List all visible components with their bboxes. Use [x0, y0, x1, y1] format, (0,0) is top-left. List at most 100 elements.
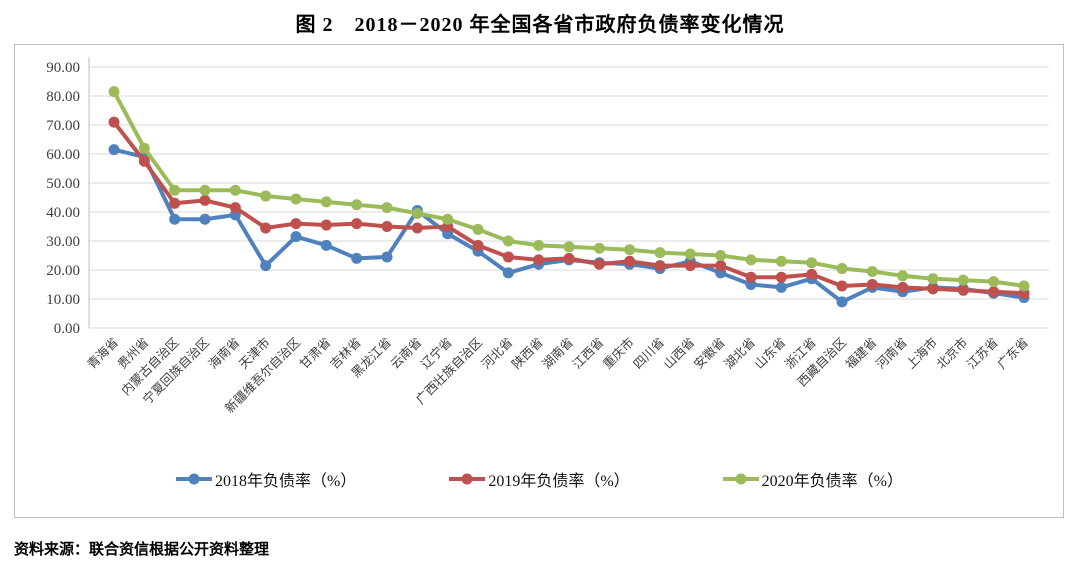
data-point [411, 222, 423, 234]
data-point [927, 283, 939, 295]
data-point [260, 222, 272, 234]
svg-text:河南省: 河南省 [873, 335, 910, 372]
legend-item-2018: 2018年负债率（%） [175, 467, 356, 491]
data-point [320, 196, 332, 208]
data-point [320, 219, 332, 231]
data-point [593, 258, 605, 270]
x-axis-category-labels: 青海省贵州省内蒙古自治区宁夏回族自治区海南省天津市新疆维吾尔自治区甘肃省吉林省黑… [84, 335, 1031, 416]
data-point [988, 286, 1000, 298]
data-point [199, 184, 211, 196]
data-point [715, 250, 727, 261]
data-point [927, 273, 939, 285]
data-point [442, 213, 454, 225]
series-2020年负债率（%） [108, 86, 1030, 292]
svg-text:北京市: 北京市 [933, 335, 970, 372]
series-2018年负债率（%） [108, 144, 1030, 308]
svg-text:70.00: 70.00 [46, 118, 80, 134]
data-point [897, 270, 909, 282]
svg-text:福建省: 福建省 [842, 335, 879, 372]
data-point [684, 260, 696, 272]
legend-line-marker-icon [449, 473, 486, 485]
data-point [624, 244, 636, 256]
data-point [836, 280, 848, 292]
data-point [290, 218, 302, 230]
data-point [836, 263, 848, 275]
data-point [715, 260, 727, 272]
svg-text:20.00: 20.00 [46, 263, 80, 279]
data-point [108, 116, 120, 128]
data-point [654, 260, 666, 272]
data-point [866, 279, 878, 290]
svg-text:30.00: 30.00 [46, 234, 80, 250]
data-point [199, 194, 211, 206]
svg-text:湖北省: 湖北省 [721, 335, 758, 372]
data-point [169, 197, 181, 209]
data-point [775, 271, 787, 283]
svg-text:50.00: 50.00 [46, 176, 80, 192]
data-point [897, 281, 909, 293]
data-point [745, 254, 757, 266]
data-point [593, 242, 605, 254]
svg-text:0.00: 0.00 [54, 321, 80, 337]
data-point [866, 265, 878, 277]
data-point [229, 184, 241, 196]
data-point [836, 296, 848, 308]
data-point [806, 257, 818, 269]
data-point [806, 268, 818, 280]
source-note: 资料来源：联合资信根据公开资料整理 [14, 542, 270, 558]
data-point [169, 184, 181, 196]
series-2019年负债率（%） [108, 116, 1030, 299]
data-point [260, 190, 272, 202]
data-point [290, 231, 302, 243]
y-axis-tick-labels: 0.00 10.00 20.00 30.00 40.00 50.00 60.00 70.00 8… [46, 60, 80, 337]
data-point [654, 247, 666, 259]
data-point [320, 239, 332, 251]
data-point [199, 213, 211, 225]
svg-text:湖南省: 湖南省 [539, 335, 576, 372]
data-point [745, 271, 757, 283]
data-point [138, 155, 150, 167]
legend-line-marker-icon [175, 473, 212, 485]
debt-ratio-line-chart: 0.00 10.00 20.00 30.00 40.00 50.00 60.00 70.00 8… [46, 57, 1049, 416]
svg-text:甘肃省: 甘肃省 [297, 335, 333, 371]
data-point [381, 202, 393, 214]
chart-plot-container: 0.00 10.00 20.00 30.00 40.00 50.00 60.00 70.00 8… [14, 44, 1064, 518]
data-point [411, 207, 423, 219]
chart-title: 图 2 2018－2020 年全国各省市政府负债率变化情况 [295, 14, 785, 36]
svg-text:陕西省: 陕西省 [509, 335, 546, 372]
data-point [502, 267, 514, 279]
data-point [169, 213, 181, 225]
svg-text:河北省: 河北省 [479, 335, 515, 371]
data-point [563, 252, 575, 264]
svg-text:云南省: 云南省 [387, 335, 424, 372]
data-point [472, 239, 484, 251]
data-point [351, 218, 363, 230]
data-point [351, 252, 363, 264]
data-point [624, 255, 636, 267]
data-point [351, 199, 363, 211]
svg-text:重庆市: 重庆市 [600, 335, 637, 372]
svg-text:青海省: 青海省 [84, 335, 121, 372]
svg-text:山东省: 山东省 [752, 335, 788, 371]
data-point [290, 193, 302, 205]
svg-text:40.00: 40.00 [46, 205, 80, 221]
svg-text:上海市: 上海市 [903, 335, 940, 372]
data-point [108, 144, 120, 156]
svg-text:江西省: 江西省 [570, 335, 606, 371]
data-point [775, 281, 787, 293]
svg-text:60.00: 60.00 [46, 147, 80, 163]
svg-text:四川省: 四川省 [631, 335, 667, 371]
data-point [502, 235, 514, 247]
data-point [1018, 280, 1030, 292]
data-point [472, 223, 484, 235]
svg-text:广东省: 广东省 [995, 335, 1031, 371]
svg-text:海南省: 海南省 [205, 335, 242, 372]
data-point [988, 276, 1000, 288]
legend-line-marker-icon [722, 473, 759, 485]
legend-item-2020: 2020年负债率（%） [722, 467, 903, 491]
data-point [381, 221, 393, 232]
svg-text:江苏省: 江苏省 [964, 335, 1001, 372]
data-point [957, 284, 969, 296]
data-point [684, 248, 696, 260]
data-point [563, 241, 575, 253]
